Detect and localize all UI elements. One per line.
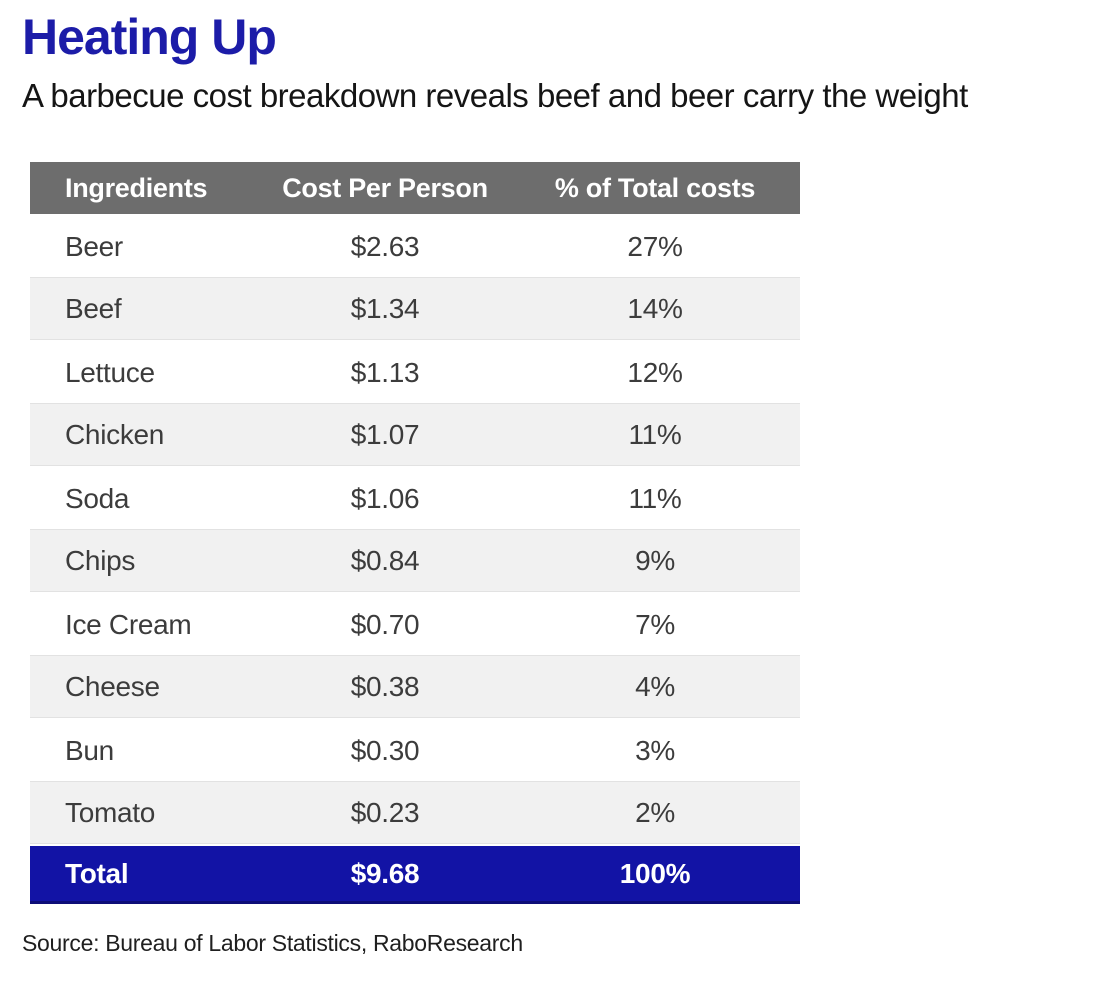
pct-cell: 7% <box>635 608 675 640</box>
ingredient-cell: Cheese <box>65 670 160 702</box>
cost-cell: $1.06 <box>350 482 420 514</box>
ingredient-cell: Beer <box>65 230 123 262</box>
total-cost-cell: $9.68 <box>350 857 420 889</box>
table-row: Lettuce $1.13 12% <box>30 340 800 404</box>
table-total-row: Total $9.68 100% <box>30 844 800 905</box>
table-row: Bun $0.30 3% <box>30 718 800 782</box>
cost-cell: $0.23 <box>350 796 420 828</box>
table-row: Soda $1.06 11% <box>30 466 800 530</box>
cost-cell: $0.38 <box>350 670 420 702</box>
ingredient-cell: Tomato <box>65 796 156 828</box>
page-title: Heating Up <box>22 9 277 65</box>
pct-cell: 9% <box>635 544 675 576</box>
table-row: Beef $1.34 14% <box>30 277 800 341</box>
pct-cell: 12% <box>627 356 683 388</box>
table-row: Cheese $0.38 4% <box>30 655 800 719</box>
ingredient-cell: Beef <box>65 292 122 324</box>
ingredient-cell: Bun <box>65 734 114 766</box>
total-label-cell: Total <box>65 857 129 889</box>
pct-cell: 2% <box>635 796 675 828</box>
cost-cell: $0.30 <box>350 734 420 766</box>
total-pct-cell: 100% <box>619 857 691 889</box>
ingredient-cell: Ice Cream <box>65 608 192 640</box>
ingredient-cell: Chips <box>65 544 136 576</box>
table-header-row: Ingredients Cost Per Person % of Total c… <box>30 162 800 215</box>
pct-cell: 14% <box>627 292 683 324</box>
column-header-ingredients: Ingredients <box>65 172 208 203</box>
cost-cell: $1.07 <box>350 418 420 450</box>
table-row: Chicken $1.07 11% <box>30 403 800 467</box>
cost-cell: $1.34 <box>350 292 420 324</box>
pct-cell: 4% <box>635 670 675 702</box>
cost-cell: $0.70 <box>350 608 420 640</box>
ingredient-cell: Chicken <box>65 418 165 450</box>
source-attribution: Source: Bureau of Labor Statistics, Rabo… <box>22 930 523 957</box>
cost-cell: $0.84 <box>350 544 420 576</box>
pct-cell: 3% <box>635 734 675 766</box>
table-row: Beer $2.63 27% <box>30 214 800 278</box>
table-row: Tomato $0.23 2% <box>30 781 800 845</box>
column-header-pct-of-total: % of Total costs <box>554 172 756 203</box>
cost-cell: $1.13 <box>350 356 420 388</box>
chart-subtitle: A barbecue cost breakdown reveals beef a… <box>22 76 968 114</box>
pct-cell: 11% <box>628 418 682 450</box>
table-row: Ice Cream $0.70 7% <box>30 592 800 656</box>
table-row: Chips $0.84 9% <box>30 529 800 593</box>
pct-cell: 11% <box>628 482 682 514</box>
pct-cell: 27% <box>627 230 683 262</box>
ingredient-cell: Lettuce <box>65 356 155 388</box>
column-header-cost-per-person: Cost Per Person <box>282 172 488 203</box>
cost-cell: $2.63 <box>350 230 420 262</box>
cost-breakdown-table: Ingredients Cost Per Person % of Total c… <box>30 162 800 905</box>
ingredient-cell: Soda <box>65 482 130 514</box>
